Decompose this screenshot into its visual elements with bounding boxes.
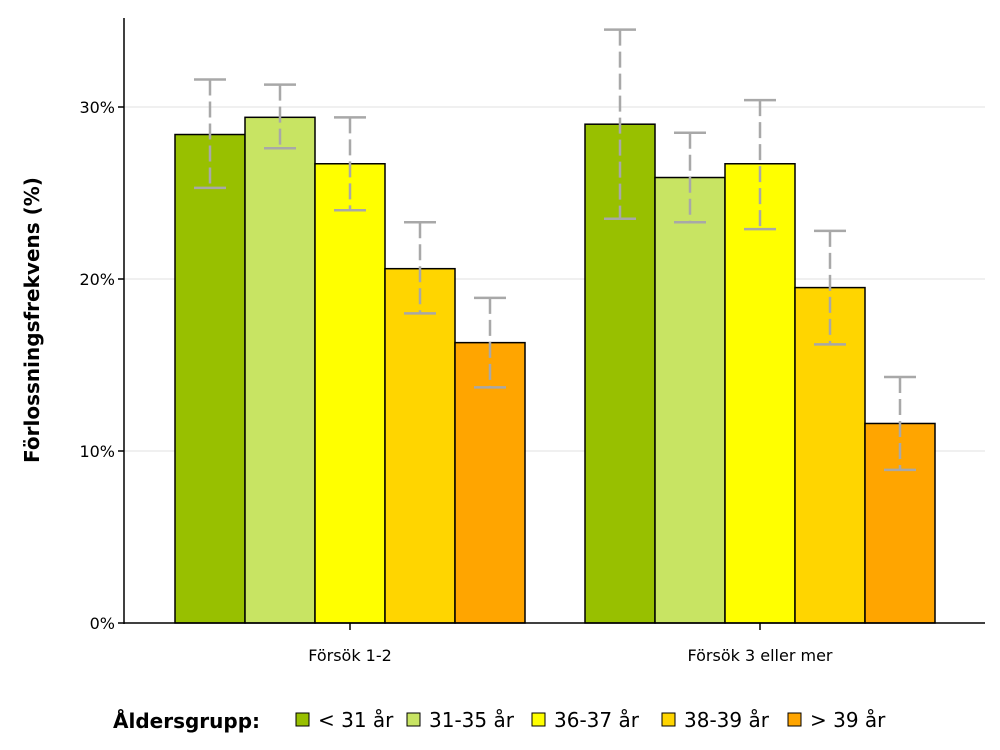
error-bar bbox=[674, 131, 706, 224]
bar bbox=[244, 116, 316, 624]
y-axis-label: Förlossningsfrekvens (%) bbox=[20, 177, 44, 463]
x-axis-categories: Försök 1-2 Försök 3 eller mer bbox=[308, 623, 833, 665]
bar bbox=[794, 286, 866, 624]
error-bar bbox=[474, 296, 506, 389]
y-axis-ticks: 0% 10% 20% 30% bbox=[79, 98, 124, 633]
bar bbox=[314, 163, 386, 624]
x-tick-label: Försök 3 eller mer bbox=[688, 646, 833, 665]
legend-label: 31-35 år bbox=[429, 708, 515, 732]
error-bar bbox=[264, 83, 296, 150]
error-bar bbox=[744, 98, 776, 231]
bar bbox=[724, 163, 796, 624]
bar bbox=[174, 133, 246, 624]
y-tick-label: 30% bbox=[79, 98, 115, 117]
y-tick-label: 0% bbox=[90, 614, 115, 633]
error-bars bbox=[194, 28, 916, 472]
bar bbox=[654, 176, 726, 624]
x-tick-label: Försök 1-2 bbox=[308, 646, 392, 665]
axes bbox=[123, 18, 985, 624]
legend-title: Åldersgrupp: bbox=[113, 709, 260, 733]
y-tick-label: 20% bbox=[79, 270, 115, 289]
error-bar bbox=[334, 116, 366, 212]
legend-swatch bbox=[531, 712, 546, 727]
legend-label: > 39 år bbox=[810, 708, 886, 732]
legend-swatch bbox=[295, 712, 310, 727]
legend-swatch bbox=[661, 712, 676, 727]
error-bar bbox=[194, 78, 226, 190]
legend-swatch bbox=[787, 712, 802, 727]
legend-swatch bbox=[406, 712, 421, 727]
error-bar bbox=[604, 28, 636, 221]
error-bar bbox=[404, 220, 436, 315]
legend-label: 36-37 år bbox=[554, 708, 640, 732]
bar bbox=[384, 267, 456, 624]
bars bbox=[174, 116, 936, 624]
error-bar bbox=[814, 229, 846, 346]
legend: Åldersgrupp: < 31 år 31-35 år 36-37 år 38-3… bbox=[113, 708, 886, 733]
y-tick-label: 10% bbox=[79, 442, 115, 461]
error-bar bbox=[884, 375, 916, 472]
legend-label: < 31 år bbox=[318, 708, 394, 732]
bar bbox=[454, 341, 526, 624]
legend-label: 38-39 år bbox=[684, 708, 770, 732]
